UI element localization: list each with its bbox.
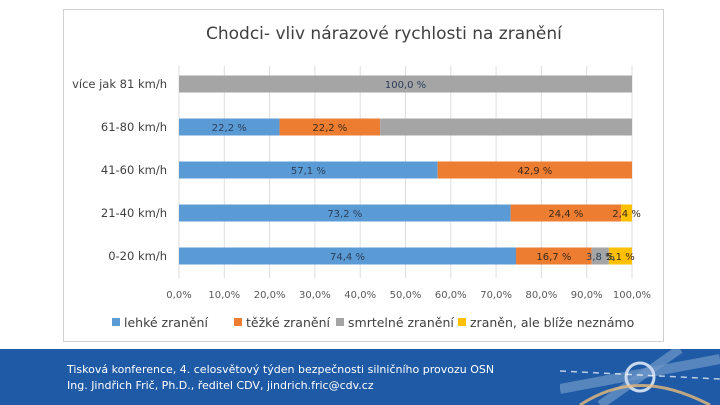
bar-segment — [437, 161, 632, 179]
data-label: 5,1 % — [606, 252, 635, 263]
chart: Chodci- vliv nárazové rychlosti na zraně… — [72, 24, 651, 330]
bar-segment — [179, 161, 438, 179]
category-label: 21-40 km/h — [101, 206, 167, 220]
data-label: 16,7 % — [536, 252, 571, 263]
data-label: 22,2 % — [312, 123, 347, 134]
legend-label: smrtelné zranění — [348, 315, 454, 330]
footer-line-2: Ing. Jindřich Frič, Ph.D., ředitel CDV, … — [67, 379, 374, 392]
legend-label: zraněn, ale blíže neznámo — [470, 315, 634, 330]
category-label: 61-80 km/h — [101, 120, 167, 134]
chart-frame: Chodci- vliv nárazové rychlosti na zraně… — [63, 9, 664, 342]
road-junction-graphic — [560, 349, 720, 405]
x-tick-label: 40,0% — [344, 290, 376, 301]
bar-segment — [380, 118, 632, 136]
x-tick-label: 90,0% — [571, 290, 603, 301]
x-tick-label: 20,0% — [254, 290, 286, 301]
data-label: 74,4 % — [330, 252, 365, 263]
x-tick-label: 60,0% — [435, 290, 467, 301]
legend-swatch — [336, 318, 344, 326]
chart-title: Chodci- vliv nárazové rychlosti na zraně… — [206, 24, 563, 44]
data-label: 2,4 % — [612, 209, 641, 220]
category-label: 41-60 km/h — [101, 163, 167, 177]
data-label: 22,2 % — [212, 123, 247, 134]
legend-label: těžké zranění — [246, 315, 331, 330]
x-tick-label: 50,0% — [390, 290, 422, 301]
bar-segment — [621, 204, 632, 222]
bar-segment — [179, 118, 280, 136]
bar-segment — [179, 247, 517, 265]
legend-swatch — [234, 318, 242, 326]
x-tick-label: 80,0% — [526, 290, 558, 301]
data-label: 73,2 % — [327, 209, 362, 220]
legend-label: lehké zranění — [124, 315, 208, 330]
data-label: 42,9 % — [517, 166, 552, 177]
data-label: 100,0 % — [385, 80, 426, 91]
category-label: více jak 81 km/h — [72, 77, 167, 91]
data-label: 3,8 % — [586, 252, 615, 263]
footer-line-1: Tisková konference, 4. celosvětový týden… — [67, 363, 495, 376]
bar-segment — [510, 204, 622, 222]
bar-segment — [279, 118, 381, 136]
data-label: 57,1 % — [291, 166, 326, 177]
bar-segment — [516, 247, 592, 265]
x-tick-label: 30,0% — [299, 290, 331, 301]
bar-segment — [591, 247, 609, 265]
bar-segment — [179, 75, 632, 93]
bar-segment — [608, 247, 632, 265]
legend-swatch — [112, 318, 120, 326]
data-label: 24,4 % — [548, 209, 583, 220]
x-tick-label: 70,0% — [480, 290, 512, 301]
x-tick-label: 100,0% — [613, 290, 651, 301]
footer-band: Tisková konference, 4. celosvětový týden… — [0, 349, 720, 405]
legend-swatch — [458, 318, 466, 326]
bar-segment — [179, 204, 511, 222]
category-label: 0-20 km/h — [108, 249, 167, 263]
x-tick-label: 10,0% — [208, 290, 240, 301]
x-tick-label: 0,0% — [166, 290, 191, 301]
